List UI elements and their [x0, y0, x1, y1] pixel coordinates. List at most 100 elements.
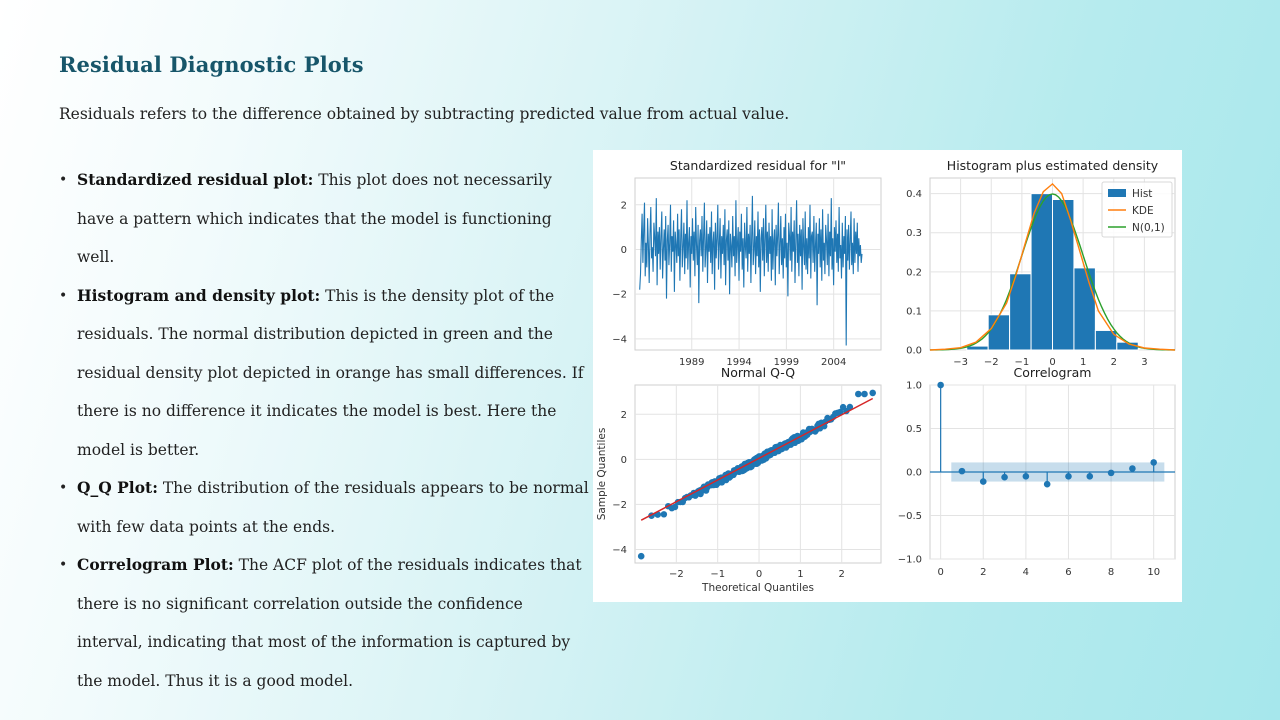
bullet-text: The ACF plot of the residuals indicates … [77, 556, 582, 690]
intro-text: Residuals refers to the difference obtai… [59, 105, 790, 123]
qq-xtick-label: 2 [839, 569, 845, 580]
histogram-legend: Hist KDE N(0,1) [1101, 181, 1173, 238]
qq-point [671, 503, 679, 511]
correlogram-marker [1086, 473, 1094, 480]
histogram-xtick-label: 2 [1111, 357, 1117, 368]
correlogram-marker [958, 467, 966, 475]
correlogram-xtick-label: 8 [1108, 567, 1114, 578]
qq-xaxis-label: Theoretical Quantiles [701, 582, 814, 594]
bullet-dot: • [59, 480, 68, 496]
histogram-ytick-label: 0.3 [906, 228, 922, 239]
bullet-text: This is the density plot of the residual… [77, 286, 584, 459]
correlogram-ytick-label: 1.0 [906, 381, 922, 392]
residual-xtick-label: 1999 [774, 357, 799, 368]
histogram-bar [966, 345, 989, 351]
histogram-xtick-label: −1 [1015, 357, 1030, 368]
histogram-plot: −3 −2 −1 0 1 2 30.40.30.20.10.0HistKDEN(0,1)Hi… [906, 158, 1176, 368]
qq-point [869, 389, 876, 397]
legend-normal-label: N(0,1) [1132, 222, 1165, 234]
bullet-term: Histogram and density plot: [77, 285, 321, 305]
qq-yaxis-label: Sample Quantiles [596, 428, 608, 521]
qq-point [837, 408, 844, 416]
residual-plot: 1989 1994 1999 2004 2 0 −2 −4 Standardized resid… [612, 158, 882, 368]
histogram-bar [987, 314, 1011, 351]
correlogram-ytick-label: −1.0 [898, 555, 922, 566]
legend-hist-label: Hist [1132, 188, 1152, 200]
qq-point [861, 390, 868, 398]
qq-point [846, 403, 854, 411]
qq-ytick-label: −4 [612, 545, 627, 556]
correlogram-marker [1022, 473, 1030, 480]
correlogram-marker [1043, 480, 1051, 488]
histogram-xtick-label: 3 [1141, 357, 1147, 368]
histogram-xtick-label: −3 [953, 357, 968, 368]
histogram-ytick-label: 0.1 [906, 306, 922, 317]
correlogram-marker [979, 478, 987, 485]
qq-xtick-label: 0 [756, 569, 762, 580]
correlogram-marker [1129, 465, 1136, 472]
histogram-xtick-label: 1 [1080, 357, 1086, 368]
bullet-term: Correlogram Plot: [77, 555, 234, 574]
histogram-bar [1094, 329, 1118, 351]
residual-ytick-label: −4 [612, 334, 627, 345]
histogram-ytick-label: 0.2 [906, 267, 922, 278]
bullet-list: • Standardized residual plot: This plot … [59, 161, 589, 700]
histogram-plot-title: Histogram plus estimated density [947, 158, 1159, 173]
qq-ytick-label: −2 [612, 500, 627, 511]
qq-xtick-label: 1 [797, 569, 803, 580]
correlogram-marker [937, 381, 944, 389]
histogram-xtick-label: 0 [1049, 357, 1055, 368]
kde-density-line [929, 182, 1176, 351]
bullet-term: Standardized residual plot: [77, 170, 314, 189]
qq-xtick-label: −1 [710, 569, 725, 580]
residual-plot-title: Standardized residual for "l" [670, 158, 846, 173]
correlogram-xtick-label: 2 [980, 567, 986, 578]
correlogram-marker [1150, 459, 1157, 466]
bullet-histogram-density: • Histogram and density plot: This is th… [59, 277, 589, 470]
correlogram-ytick-label: 0.0 [906, 468, 922, 479]
bullet-dot: • [59, 172, 68, 188]
qq-ytick-label: 2 [621, 410, 627, 421]
qq-xtick-label: −2 [669, 569, 684, 580]
qq-plot-title: Normal Q-Q [721, 365, 795, 380]
correlogram-marker [1001, 473, 1008, 481]
histogram-ytick-label: 0.4 [906, 189, 922, 200]
residual-xtick-label: 1994 [726, 357, 751, 368]
bullet-qq-plot: • Q_Q Plot: The distribution of the resi… [59, 469, 589, 546]
legend-hist-swatch [1108, 189, 1126, 197]
bullet-text: This plot does not necessarily have a pa… [77, 171, 552, 266]
qq-point [637, 552, 645, 560]
bullet-standardized-residual: • Standardized residual plot: This plot … [59, 161, 589, 277]
histogram-ytick-label: 0.0 [906, 346, 922, 357]
histogram-bar [1073, 267, 1096, 351]
bullet-text: The distribution of the residuals appear… [77, 479, 589, 536]
correlogram-xtick-label: 6 [1065, 567, 1071, 578]
qq-reference-line [640, 397, 874, 521]
residual-ytick-label: 0 [621, 245, 627, 256]
qq-ytick-label: 0 [621, 455, 627, 466]
legend-kde-label: KDE [1132, 205, 1154, 217]
residual-ytick-label: −2 [612, 290, 627, 301]
histogram-bar [1030, 193, 1053, 351]
qq-plot: −2 −1 0 1 2 2 0 −2 −4 Normal Q-Q Theoretical Quant… [596, 365, 882, 594]
correlogram-ytick-label: −0.5 [898, 511, 922, 522]
correlogram-plot: 0 2 4 6 8 10 1.0 0.5 0.0 −0.5 −1.0 Correlogram [898, 365, 1176, 578]
residual-xtick-label: 2004 [821, 357, 846, 368]
correlogram-xtick-label: 4 [1023, 567, 1029, 578]
residual-series-line [639, 195, 863, 346]
qq-point [855, 390, 862, 398]
bullet-dot: • [59, 287, 68, 304]
residual-xtick-label: 1989 [679, 357, 704, 368]
correlogram-marker [1065, 473, 1072, 480]
bullet-dot: • [59, 557, 68, 573]
correlogram-xtick-label: 0 [937, 567, 943, 578]
qq-point [660, 511, 668, 518]
bullet-term: Q_Q Plot: [77, 478, 158, 497]
slide-title: Residual Diagnostic Plots [59, 52, 364, 77]
residual-plot-frame [634, 177, 882, 351]
correlogram-xtick-label: 10 [1147, 567, 1160, 578]
correlogram-marker [1107, 469, 1115, 477]
histogram-xtick-label: −2 [984, 357, 999, 368]
diagnostic-figure: 1989 1994 1999 2004 2 0 −2 −4 Standardized resid… [593, 150, 1182, 602]
